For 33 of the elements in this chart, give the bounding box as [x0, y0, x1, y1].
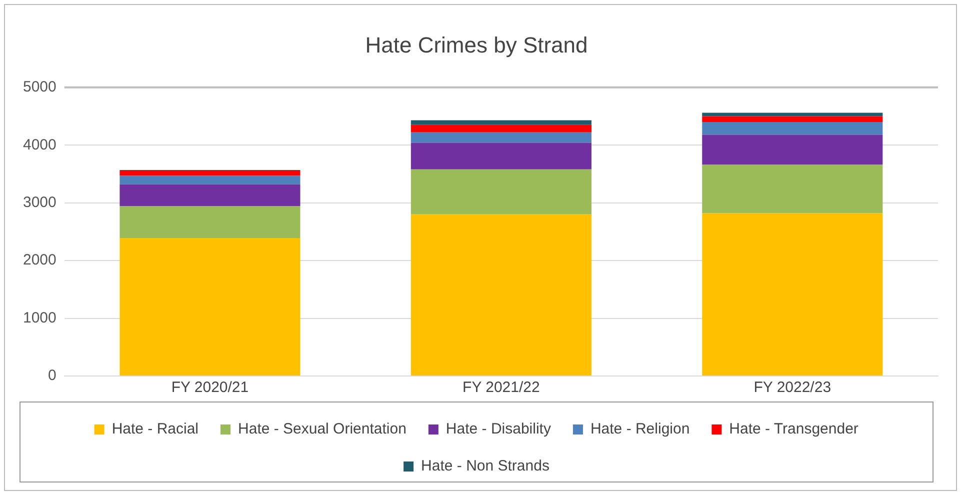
bar [410, 214, 592, 376]
legend-label: Hate - Disability [446, 420, 552, 438]
y-tick-label: 3000 [22, 194, 56, 211]
bar [120, 238, 300, 376]
bar [702, 122, 883, 135]
legend-label: Hate - Sexual Orientation [238, 420, 406, 438]
bar [120, 184, 300, 206]
bar [410, 142, 592, 170]
y-tick-label: 4000 [22, 136, 56, 154]
bar [120, 206, 300, 238]
legend-label: Hate - Non Strands [421, 458, 550, 475]
bar [410, 124, 592, 132]
y-tick-label: 1000 [22, 309, 56, 326]
bar [410, 169, 592, 214]
y-tick-label: 5000 [22, 78, 56, 96]
bar [410, 120, 592, 125]
bar [702, 112, 883, 116]
chart-title: Hate Crimes by Strand [365, 32, 588, 58]
y-tick-label: 2000 [22, 252, 56, 269]
bar [120, 170, 300, 176]
x-tick-label: FY 2020/21 [171, 379, 249, 396]
x-tick-label: FY 2021/22 [462, 379, 540, 396]
bar [702, 116, 883, 122]
bar [410, 132, 592, 143]
x-tick-label: FY 2022/23 [754, 379, 832, 396]
legend-label: Hate - Transgender [729, 420, 858, 438]
bar [702, 213, 883, 376]
legend-label: Hate - Racial [112, 420, 199, 438]
bar [120, 176, 300, 184]
bar [702, 164, 883, 214]
y-tick-label: 0 [48, 367, 56, 384]
legend-label: Hate - Religion [590, 420, 690, 438]
bar [702, 134, 883, 165]
